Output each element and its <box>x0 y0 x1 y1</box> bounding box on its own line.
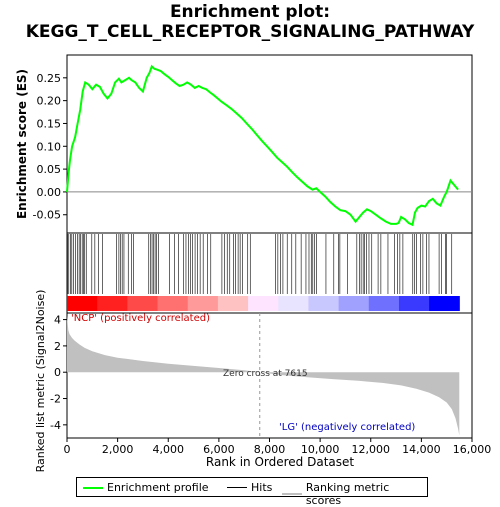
legend-swatch-enrichment <box>83 486 103 489</box>
xtick-label: 10,000 <box>301 443 340 456</box>
positive-correlated-label: 'NCP' (positively correlated) <box>71 313 210 324</box>
xtick-label: 12,000 <box>352 443 391 456</box>
es-ytick-label: 0.10 <box>37 140 62 153</box>
xtick-label: 16,000 <box>453 443 492 456</box>
legend-item-enrichment-profile: Enrichment profile <box>83 481 209 494</box>
heatmap-bar <box>67 296 460 311</box>
legend-item-ranking: Ranking metric scores <box>282 481 427 507</box>
legend-label-hits: Hits <box>251 481 273 494</box>
enrichment-profile-line <box>66 64 459 227</box>
ranking-metric-area <box>67 315 460 436</box>
heatmap-segment <box>127 296 159 311</box>
legend-swatch-hits <box>227 487 247 488</box>
legend-swatch-ranking <box>282 493 302 495</box>
x-axis: 0 2,000 4,000 6,000 8,000 10,000 12,000 14,000 1… <box>64 438 492 456</box>
heatmap-segment <box>429 296 460 311</box>
xtick-label: 6,000 <box>203 443 235 456</box>
ranked-ytick-label: 2 <box>54 340 61 353</box>
legend-item-hits: Hits <box>227 481 272 494</box>
ranked-y-label: Ranked list metric (Signal2Noise) <box>34 290 47 473</box>
es-ytick-label: 0.20 <box>37 95 62 108</box>
ranked-ytick-label: 4 <box>54 314 61 327</box>
legend-label-enrichment: Enrichment profile <box>107 481 209 494</box>
xtick-label: 2,000 <box>102 443 134 456</box>
xtick-label: 0 <box>64 443 71 456</box>
heatmap-segment <box>368 296 400 311</box>
xtick-label: 8,000 <box>254 443 286 456</box>
heatmap-segment <box>338 296 370 311</box>
heatmap-segment <box>248 296 279 311</box>
heatmap-segment <box>217 296 249 311</box>
ranked-ytick-label: -2 <box>50 393 61 406</box>
chart-title-line1: Enrichment plot: <box>169 2 331 22</box>
ranked-metric-area <box>67 313 460 438</box>
es-curve <box>66 64 459 227</box>
chart-title-line2: KEGG_T_CELL_RECEPTOR_SIGNALING_PATHWAY <box>25 22 475 42</box>
xtick-label: 4,000 <box>153 443 185 456</box>
ranked-ytick-label: -4 <box>50 419 61 432</box>
es-ytick-label: -0.05 <box>33 209 61 222</box>
ranked-y-axis: -4 -2 0 2 4 <box>50 314 67 432</box>
es-ytick-label: 0.00 <box>37 186 62 199</box>
heatmap-segment <box>67 296 98 311</box>
heatmap-segment <box>308 296 340 311</box>
es-ytick-label: 0.05 <box>37 163 62 176</box>
heatmap-segment <box>157 296 189 311</box>
xtick-label: 14,000 <box>402 443 441 456</box>
es-panel-frame <box>66 54 473 234</box>
heatmap-segment <box>278 296 309 311</box>
negative-correlated-label: 'LG' (negatively correlated) <box>279 422 415 433</box>
ranked-ytick-label: 0 <box>54 366 61 379</box>
heatmap-segment <box>187 296 219 311</box>
es-ytick-label: 0.25 <box>37 72 62 85</box>
legend: Enrichment profile Hits Ranking metric s… <box>76 477 428 507</box>
es-y-label: Enrichment score (ES) <box>15 69 29 219</box>
x-axis-label: Rank in Ordered Dataset <box>206 455 354 469</box>
heatmap-segment <box>398 296 430 311</box>
es-y-axis: -0.05 0.00 0.05 0.10 0.15 0.20 0.25 <box>33 72 67 222</box>
zero-cross-label: Zero cross at 7615 <box>223 369 308 379</box>
hits-marks <box>67 234 453 294</box>
heatmap-segment <box>97 296 128 311</box>
legend-label-ranking: Ranking metric scores <box>305 481 390 507</box>
es-ytick-label: 0.15 <box>37 117 62 130</box>
